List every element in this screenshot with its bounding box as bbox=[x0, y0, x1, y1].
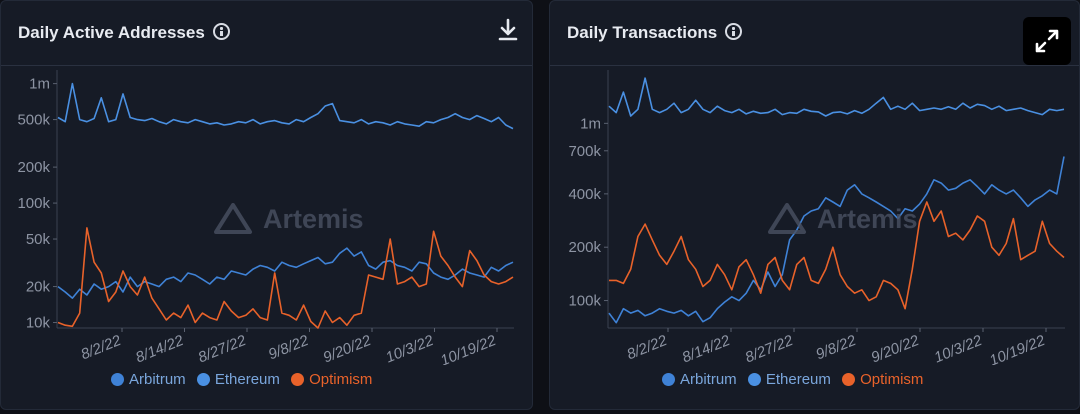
y-tick-label: 200k bbox=[568, 239, 601, 256]
panel-title: Daily Transactions bbox=[567, 23, 718, 42]
chart-legend: Arbitrum Ethereum Optimism bbox=[662, 371, 930, 388]
legend-dot bbox=[747, 373, 761, 386]
legend-label: Ethereum bbox=[765, 371, 831, 388]
chart-daily-active-addresses: 1m 500k 200k 100k 50k 20k 10k 8/2/22 8/14/22 8/27… bbox=[17, 70, 514, 365]
watermark: Artemis bbox=[767, 202, 918, 235]
x-tick-label: 9/8/22 bbox=[813, 332, 859, 364]
expand-icon[interactable] bbox=[1023, 17, 1071, 65]
y-tick-label: 200k bbox=[17, 159, 50, 176]
x-tick-label: 9/8/22 bbox=[266, 332, 312, 364]
series-line-optimism bbox=[609, 201, 1065, 310]
panel-header: Daily Active Addresses bbox=[1, 1, 532, 66]
legend-item-ethereum[interactable]: Ethereum bbox=[747, 371, 831, 388]
legend-item-optimism[interactable]: Optimism bbox=[842, 371, 923, 388]
legend-label: Optimism bbox=[860, 371, 924, 388]
download-icon[interactable] bbox=[497, 18, 519, 44]
x-tick-label: 8/2/22 bbox=[624, 332, 670, 364]
legend-dot bbox=[111, 373, 124, 386]
series-line-ethereum bbox=[608, 77, 1065, 117]
x-tick-label: 9/20/22 bbox=[321, 332, 374, 365]
panel-title-wrapper: Daily Transactions bbox=[567, 23, 743, 43]
y-tick-label: 100k bbox=[17, 195, 50, 212]
watermark: Artemis bbox=[213, 202, 364, 235]
y-tick-label: 20k bbox=[26, 279, 51, 296]
legend-dot bbox=[662, 373, 675, 386]
info-icon[interactable] bbox=[725, 23, 743, 40]
y-tick-label: 1m bbox=[580, 115, 601, 132]
legend-dot bbox=[842, 373, 856, 386]
panel-title: Daily Active Addresses bbox=[18, 23, 205, 42]
legend-label: Arbitrum bbox=[680, 371, 737, 388]
x-tick-label: 10/3/22 bbox=[932, 332, 985, 365]
chart-daily-transactions: 1m 700k 400k 200k 100k 8/2/22 8/14/22 8/27/22 9/… bbox=[568, 70, 1065, 365]
x-tick-label: 10/19/22 bbox=[987, 332, 1048, 365]
legend-item-arbitrum[interactable]: Arbitrum bbox=[111, 371, 186, 388]
x-tick-label: 8/14/22 bbox=[133, 332, 186, 365]
y-tick-label: 700k bbox=[568, 143, 601, 160]
legend-item-arbitrum[interactable]: Arbitrum bbox=[662, 371, 737, 388]
chart-panel-daily-transactions: Daily Transactions bbox=[549, 0, 1080, 410]
legend-dot bbox=[291, 373, 305, 386]
x-tick-label: 8/2/22 bbox=[78, 332, 124, 364]
y-tick-label: 400k bbox=[568, 186, 601, 203]
x-tick-label: 8/27/22 bbox=[196, 332, 249, 365]
x-tick-label: 8/14/22 bbox=[680, 332, 733, 365]
series-line-ethereum bbox=[57, 82, 514, 130]
x-tick-label: 10/19/22 bbox=[438, 332, 499, 365]
watermark-text: Artemis bbox=[817, 204, 918, 234]
series-line-optimism bbox=[57, 227, 514, 329]
panel-header: Daily Transactions bbox=[550, 1, 1079, 66]
x-tick-label: 10/3/22 bbox=[383, 332, 436, 365]
legend-item-ethereum[interactable]: Ethereum bbox=[196, 371, 280, 388]
chart-legend: Arbitrum Ethereum Optimism bbox=[111, 371, 379, 388]
series-line-arbitrum bbox=[57, 247, 514, 299]
legend-label: Ethereum bbox=[214, 371, 280, 388]
series-line-arbitrum bbox=[608, 156, 1065, 324]
watermark-text: Artemis bbox=[263, 204, 364, 234]
y-tick-label: 100k bbox=[568, 293, 601, 310]
x-tick-label: 8/27/22 bbox=[743, 332, 796, 365]
chart-panel-daily-active-addresses: Daily Active Addresses bbox=[0, 0, 533, 410]
legend-label: Arbitrum bbox=[129, 371, 186, 388]
panel-title-wrapper: Daily Active Addresses bbox=[18, 23, 230, 43]
y-tick-label: 500k bbox=[17, 112, 50, 129]
legend-label: Optimism bbox=[309, 371, 373, 388]
legend-dot bbox=[196, 373, 210, 386]
y-tick-label: 1m bbox=[29, 76, 50, 93]
artemis-logo-icon bbox=[768, 203, 806, 234]
info-icon[interactable] bbox=[212, 23, 230, 40]
y-tick-label: 50k bbox=[26, 231, 51, 248]
x-tick-label: 9/20/22 bbox=[869, 332, 922, 365]
y-tick-label: 10k bbox=[26, 315, 51, 332]
artemis-logo-icon bbox=[214, 203, 252, 234]
legend-item-optimism[interactable]: Optimism bbox=[291, 371, 372, 388]
